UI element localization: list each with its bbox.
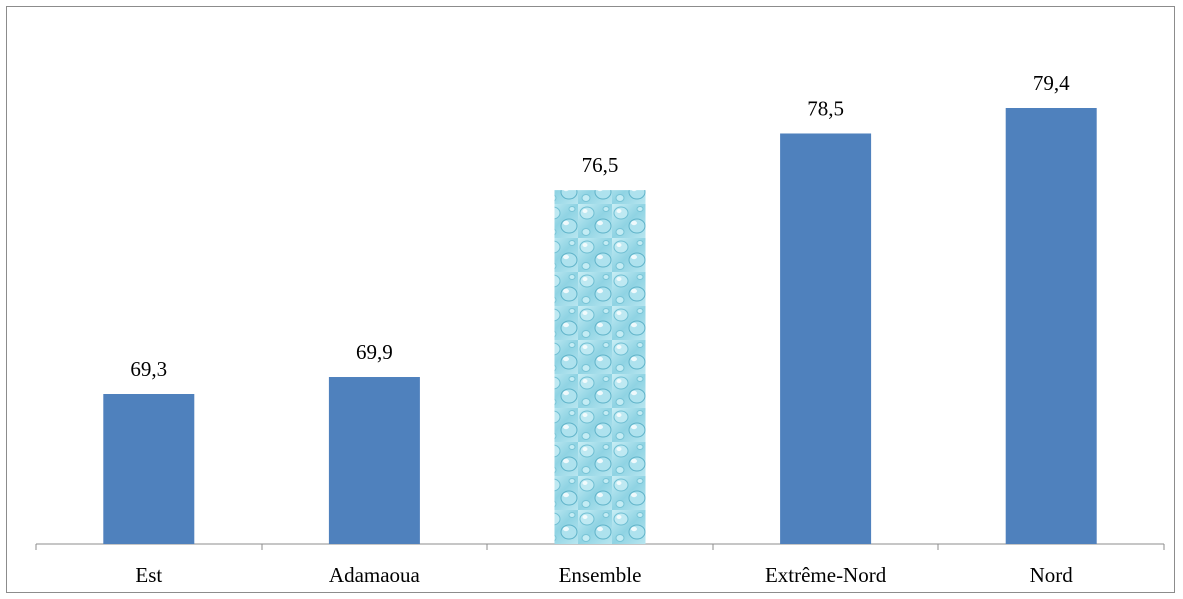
- x-tick-label: Est: [135, 563, 162, 587]
- x-tick-label: Extrême-Nord: [765, 563, 887, 587]
- bar-nord: [1005, 108, 1097, 544]
- data-label: 76,5: [582, 153, 619, 177]
- data-label: 69,3: [130, 357, 167, 381]
- bar-est: [103, 394, 195, 544]
- data-label: 69,9: [356, 340, 393, 364]
- x-tick-label: Adamaoua: [329, 563, 421, 587]
- data-label: 78,5: [807, 96, 844, 120]
- bar-ensemble: [554, 190, 646, 544]
- bar-extr-me-nord: [780, 133, 872, 544]
- x-tick-label: Nord: [1030, 563, 1074, 587]
- bar-adamaoua: [328, 377, 420, 544]
- x-tick-label: Ensemble: [559, 563, 642, 587]
- data-label: 79,4: [1033, 71, 1070, 95]
